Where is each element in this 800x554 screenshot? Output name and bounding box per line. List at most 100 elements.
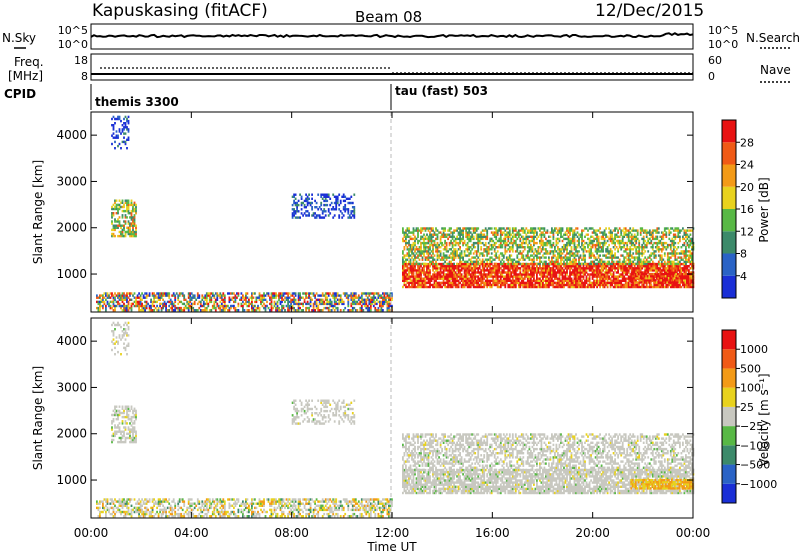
heatmap-cell bbox=[576, 262, 579, 266]
heatmap-cell bbox=[379, 294, 381, 297]
heatmap-cell bbox=[531, 273, 534, 276]
heatmap-cell bbox=[605, 267, 607, 270]
heatmap-cell bbox=[444, 229, 446, 232]
heatmap-cell bbox=[536, 231, 538, 234]
heatmap-cell bbox=[539, 283, 541, 287]
heatmap-cell bbox=[504, 252, 507, 255]
heatmap-cell bbox=[585, 265, 588, 268]
heatmap-cell bbox=[111, 294, 113, 297]
heatmap-cell bbox=[121, 201, 124, 204]
heatmap-cell bbox=[540, 269, 543, 272]
heatmap-cell bbox=[150, 306, 152, 310]
heatmap-cell bbox=[542, 277, 544, 280]
heatmap-cell bbox=[115, 300, 118, 304]
heatmap-cell bbox=[138, 302, 140, 306]
heatmap-cell bbox=[450, 281, 452, 285]
heatmap-cell bbox=[522, 267, 525, 270]
heatmap-cell bbox=[426, 275, 428, 278]
heatmap-cell bbox=[463, 277, 466, 280]
heatmap-cell bbox=[543, 269, 546, 272]
heatmap-cell bbox=[466, 269, 469, 272]
heatmap-cell bbox=[526, 275, 529, 278]
heatmap-cell bbox=[205, 296, 208, 299]
heatmap-cell bbox=[448, 273, 451, 276]
heatmap-cell bbox=[472, 271, 475, 274]
heatmap-cell bbox=[457, 275, 460, 278]
heatmap-cell bbox=[323, 208, 326, 211]
heatmap-cell bbox=[594, 256, 597, 259]
heatmap-cell bbox=[597, 271, 600, 274]
heatmap-cell bbox=[429, 283, 431, 287]
heatmap-cell bbox=[435, 260, 437, 263]
heatmap-cell bbox=[551, 275, 553, 278]
heatmap-cell bbox=[498, 279, 501, 282]
heatmap-cell bbox=[579, 275, 582, 278]
heatmap-cell bbox=[126, 199, 128, 202]
heatmap-cell bbox=[608, 260, 610, 263]
heatmap-cell bbox=[542, 271, 544, 274]
heatmap-cell bbox=[526, 267, 529, 270]
heatmap-cell bbox=[297, 298, 300, 301]
heatmap-cell bbox=[353, 210, 356, 213]
heatmap-cell bbox=[536, 241, 538, 245]
heatmap-cell bbox=[133, 292, 136, 295]
heatmap-cell bbox=[237, 292, 240, 295]
heatmap-cell bbox=[193, 302, 196, 306]
heatmap-cell bbox=[561, 285, 564, 289]
heatmap-cell bbox=[463, 283, 466, 287]
heatmap-cell bbox=[688, 269, 690, 272]
heatmap-cell bbox=[605, 227, 607, 230]
heatmap-cell bbox=[421, 283, 424, 287]
heatmap-cell bbox=[460, 279, 463, 282]
heatmap-cell bbox=[585, 262, 588, 266]
heatmap-cell bbox=[469, 267, 472, 270]
heatmap-cell bbox=[495, 275, 498, 278]
heatmap-cell bbox=[165, 309, 167, 312]
heatmap-cell bbox=[359, 302, 362, 306]
heatmap-cell bbox=[587, 283, 589, 287]
heatmap-cell bbox=[563, 260, 565, 263]
heatmap-cell bbox=[296, 216, 298, 219]
heatmap-cell bbox=[406, 269, 409, 272]
heatmap-cell bbox=[205, 302, 208, 306]
heatmap-cell bbox=[106, 302, 109, 306]
heatmap-cell bbox=[127, 304, 130, 308]
heatmap-cell bbox=[135, 224, 137, 227]
heatmap-cell bbox=[127, 296, 130, 299]
heatmap-cell bbox=[451, 273, 454, 276]
heatmap-cell bbox=[433, 281, 436, 285]
heatmap-cell bbox=[533, 273, 535, 276]
heatmap-cell bbox=[157, 298, 160, 301]
heatmap-cell bbox=[127, 226, 130, 229]
heatmap-cell bbox=[276, 304, 279, 308]
heatmap-cell bbox=[408, 273, 410, 276]
heatmap-cell bbox=[457, 269, 460, 272]
heatmap-cell bbox=[486, 277, 489, 280]
heatmap-cell bbox=[245, 294, 247, 297]
heatmap-cell bbox=[525, 281, 528, 285]
heatmap-cell bbox=[444, 281, 446, 285]
heatmap-cell bbox=[531, 246, 534, 249]
heatmap-cell bbox=[480, 285, 483, 289]
heatmap-cell bbox=[489, 267, 492, 270]
heatmap-cell bbox=[576, 283, 579, 287]
heatmap-cell bbox=[507, 285, 510, 289]
heatmap-cell bbox=[133, 220, 136, 223]
heatmap-cell bbox=[554, 285, 556, 289]
heatmap-cell bbox=[582, 252, 585, 255]
heatmap-cell bbox=[112, 294, 115, 297]
heatmap-cell bbox=[193, 296, 196, 299]
heatmap-cell bbox=[588, 273, 591, 276]
heatmap-cell bbox=[269, 298, 271, 301]
heatmap-cell bbox=[219, 306, 222, 310]
heatmap-cell bbox=[522, 239, 525, 243]
heatmap-cell bbox=[579, 271, 582, 274]
heatmap-cell bbox=[614, 237, 616, 241]
heatmap-cell bbox=[348, 197, 351, 200]
heatmap-cell bbox=[162, 298, 164, 301]
heatmap-cell bbox=[596, 279, 598, 282]
heatmap-cell bbox=[405, 285, 407, 289]
heatmap-cell bbox=[543, 267, 546, 270]
heatmap-cell bbox=[498, 265, 501, 268]
heatmap-cell bbox=[338, 208, 341, 211]
